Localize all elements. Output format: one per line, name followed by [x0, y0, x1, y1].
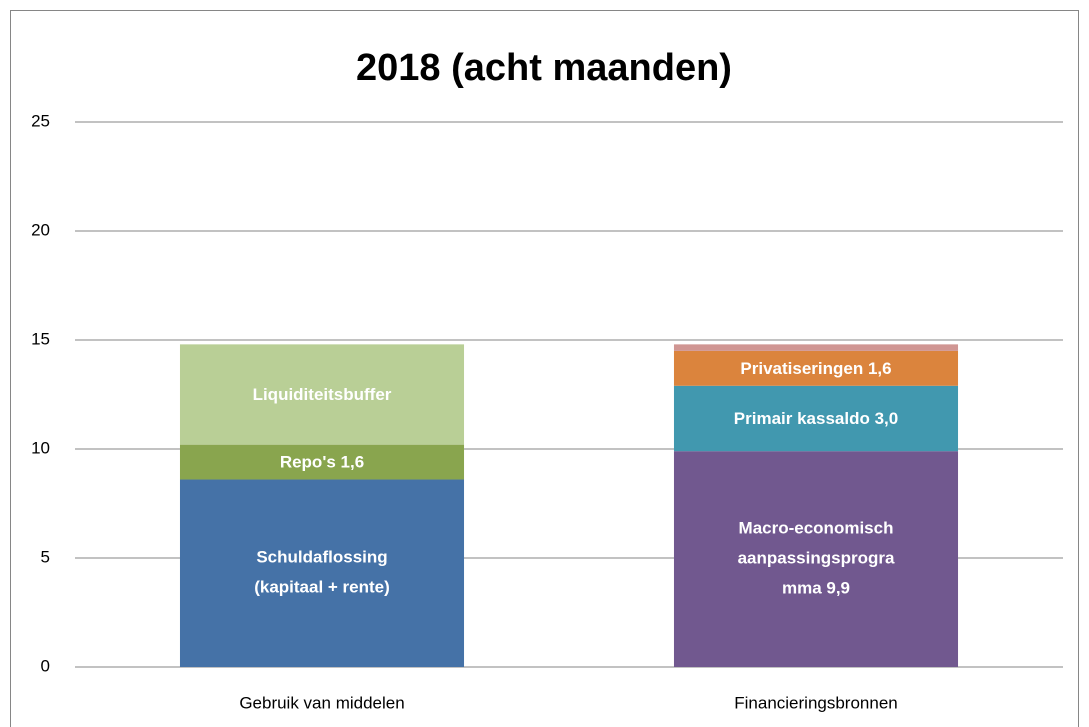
x-tick-label: Financieringsbronnen: [734, 693, 898, 712]
y-tick-label: 0: [41, 656, 50, 675]
y-tick-label: 20: [31, 220, 50, 239]
x-tick-label: Gebruik van middelen: [239, 693, 404, 712]
bar-segment: [179, 479, 465, 667]
data-label: Repo's 1,6: [280, 453, 364, 472]
y-tick-label: 15: [31, 329, 50, 348]
data-label: Privatiseringen 1,6: [740, 359, 891, 378]
bar-segment: [673, 451, 959, 667]
data-label: aanpassingsprogra: [738, 549, 895, 568]
data-label: Macro-economisch: [739, 519, 894, 538]
bar-segment: [673, 350, 959, 386]
bar-segment: [179, 344, 465, 445]
data-label: Liquiditeitsbuffer: [253, 385, 392, 404]
chart-title: 2018 (acht maanden): [356, 47, 732, 89]
data-label: mma 9,9: [782, 579, 850, 598]
bar-segment: [673, 385, 959, 452]
data-label: (kapitaal + rente): [254, 578, 390, 597]
data-label: Primair kassaldo 3,0: [734, 409, 898, 428]
y-tick-label: 25: [31, 111, 50, 130]
y-tick-label: 5: [41, 547, 50, 566]
y-tick-label: 10: [31, 438, 50, 457]
bar-segment: [179, 444, 465, 480]
data-label: Schuldaflossing: [256, 548, 387, 567]
bar-segment: [673, 344, 959, 351]
